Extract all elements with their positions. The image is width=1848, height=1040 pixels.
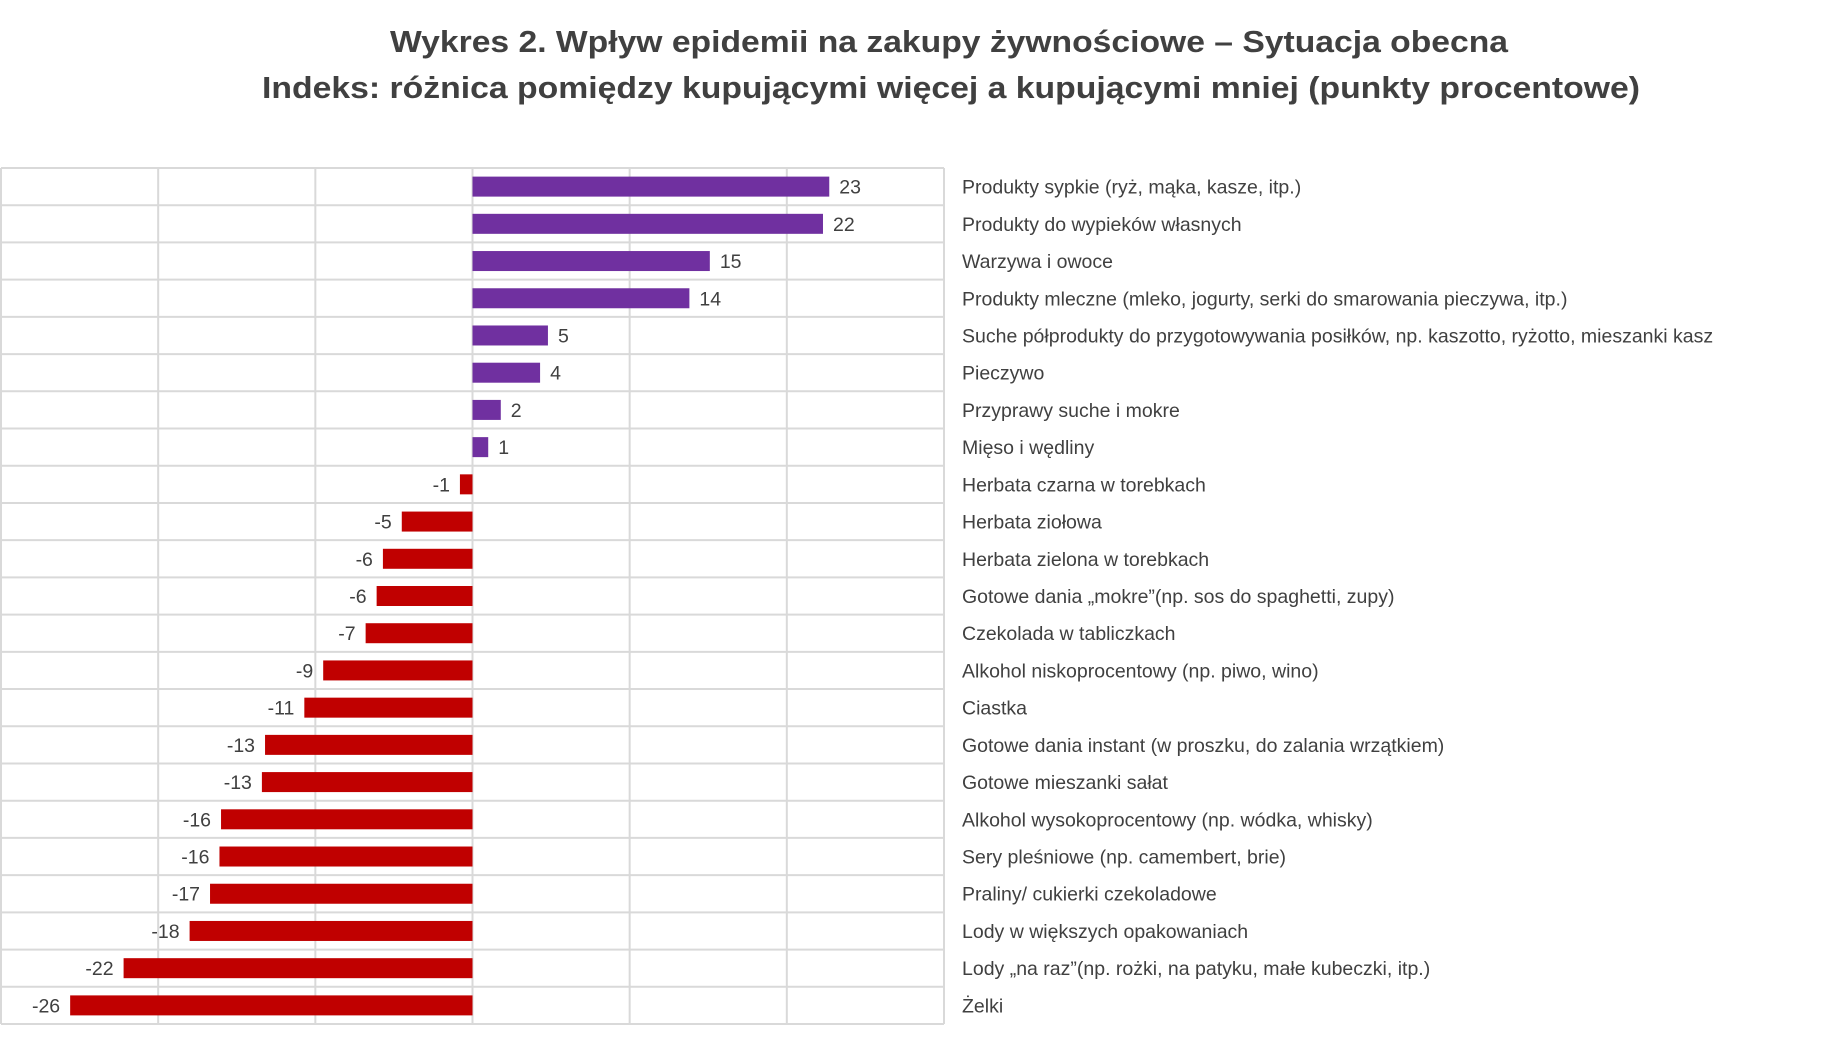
data-labels: 232215145421-1-5-6-6-7-9-11-13-13-16-16-…	[32, 177, 861, 1018]
category-label: Przyprawy suche i mokre	[962, 400, 1180, 422]
bar	[304, 697, 473, 718]
bar	[376, 586, 473, 606]
chart-subtitle: Indeks: różnica pomiędzy kupującymi więc…	[262, 70, 1640, 105]
data-label: -1	[433, 474, 450, 496]
category-label: Herbata ziołowa	[962, 512, 1102, 534]
bar	[323, 660, 473, 681]
bar	[472, 213, 823, 234]
bar	[472, 288, 690, 309]
data-label: 15	[720, 251, 742, 273]
data-label: -9	[296, 660, 313, 682]
data-label: 5	[558, 325, 569, 347]
data-label: -13	[227, 735, 255, 757]
category-label: Suche półprodukty do przygotowywania pos…	[962, 325, 1713, 347]
category-label: Alkohol wysokoprocentowy (np. wódka, whi…	[962, 809, 1373, 831]
bar	[459, 474, 473, 495]
data-label: 2	[511, 400, 522, 422]
bar	[472, 362, 541, 383]
category-label: Alkohol niskoprocentowy (np. piwo, wino)	[962, 660, 1319, 682]
data-label: -16	[181, 847, 209, 869]
data-label: 23	[839, 177, 861, 199]
bar	[221, 809, 473, 830]
bar	[123, 958, 473, 979]
category-label: Warzywa i owoce	[962, 251, 1113, 273]
data-label: -7	[338, 623, 355, 645]
bar	[401, 511, 473, 532]
bar	[472, 437, 489, 458]
bar	[210, 883, 473, 904]
data-label: -26	[32, 995, 60, 1017]
category-label: Gotowe dania instant (w proszku, do zala…	[962, 735, 1444, 757]
category-label: Gotowe mieszanki sałat	[962, 772, 1169, 794]
bar	[261, 772, 473, 793]
category-label: Herbata zielona w torebkach	[962, 549, 1209, 571]
bar	[265, 734, 473, 755]
chart-title: Wykres 2. Wpływ epidemii na zakupy żywno…	[390, 24, 1509, 59]
bar	[472, 325, 548, 346]
data-label: -11	[268, 698, 295, 720]
bars	[70, 176, 830, 1016]
data-label: 14	[699, 288, 721, 310]
category-label: Żelki	[962, 994, 1003, 1017]
data-label: -6	[349, 586, 366, 608]
data-label: -22	[85, 958, 113, 980]
bar	[70, 995, 473, 1016]
category-label: Gotowe dania „mokre”(np. sos do spaghett…	[962, 586, 1394, 608]
data-label: 1	[498, 437, 509, 459]
category-label: Lody „na raz”(np. rożki, na patyku, małe…	[962, 958, 1430, 980]
data-label: -13	[224, 772, 252, 794]
category-label: Lody w większych opakowaniach	[962, 921, 1248, 943]
bar	[382, 548, 473, 569]
data-label: -5	[374, 512, 391, 534]
category-label: Produkty sypkie (ryż, mąka, kasze, itp.)	[962, 177, 1301, 199]
category-label: Herbata czarna w torebkach	[962, 474, 1206, 496]
bar	[472, 176, 830, 197]
data-label: -17	[172, 884, 200, 906]
data-label: -6	[356, 549, 373, 571]
data-label: 4	[550, 363, 561, 385]
category-label: Sery pleśniowe (np. camembert, brie)	[962, 847, 1286, 869]
category-label: Pieczywo	[962, 363, 1045, 385]
data-label: -18	[151, 921, 179, 943]
category-label: Praliny/ cukierki czekoladowe	[962, 884, 1217, 906]
bar	[219, 846, 473, 867]
category-label: Mięso i wędliny	[962, 437, 1094, 459]
category-label: Produkty do wypieków własnych	[962, 214, 1242, 236]
category-label: Ciastka	[962, 698, 1027, 720]
bar	[189, 920, 473, 941]
bar	[365, 623, 473, 644]
grid	[0, 167, 945, 1025]
category-labels: Produkty sypkie (ryż, mąka, kasze, itp.)…	[962, 177, 1713, 1018]
bar	[472, 399, 501, 420]
bar	[472, 251, 710, 272]
data-label: 22	[833, 214, 855, 236]
category-label: Produkty mleczne (mleko, jogurty, serki …	[962, 288, 1567, 310]
category-label: Czekolada w tabliczkach	[962, 623, 1176, 645]
data-label: -16	[183, 809, 211, 831]
